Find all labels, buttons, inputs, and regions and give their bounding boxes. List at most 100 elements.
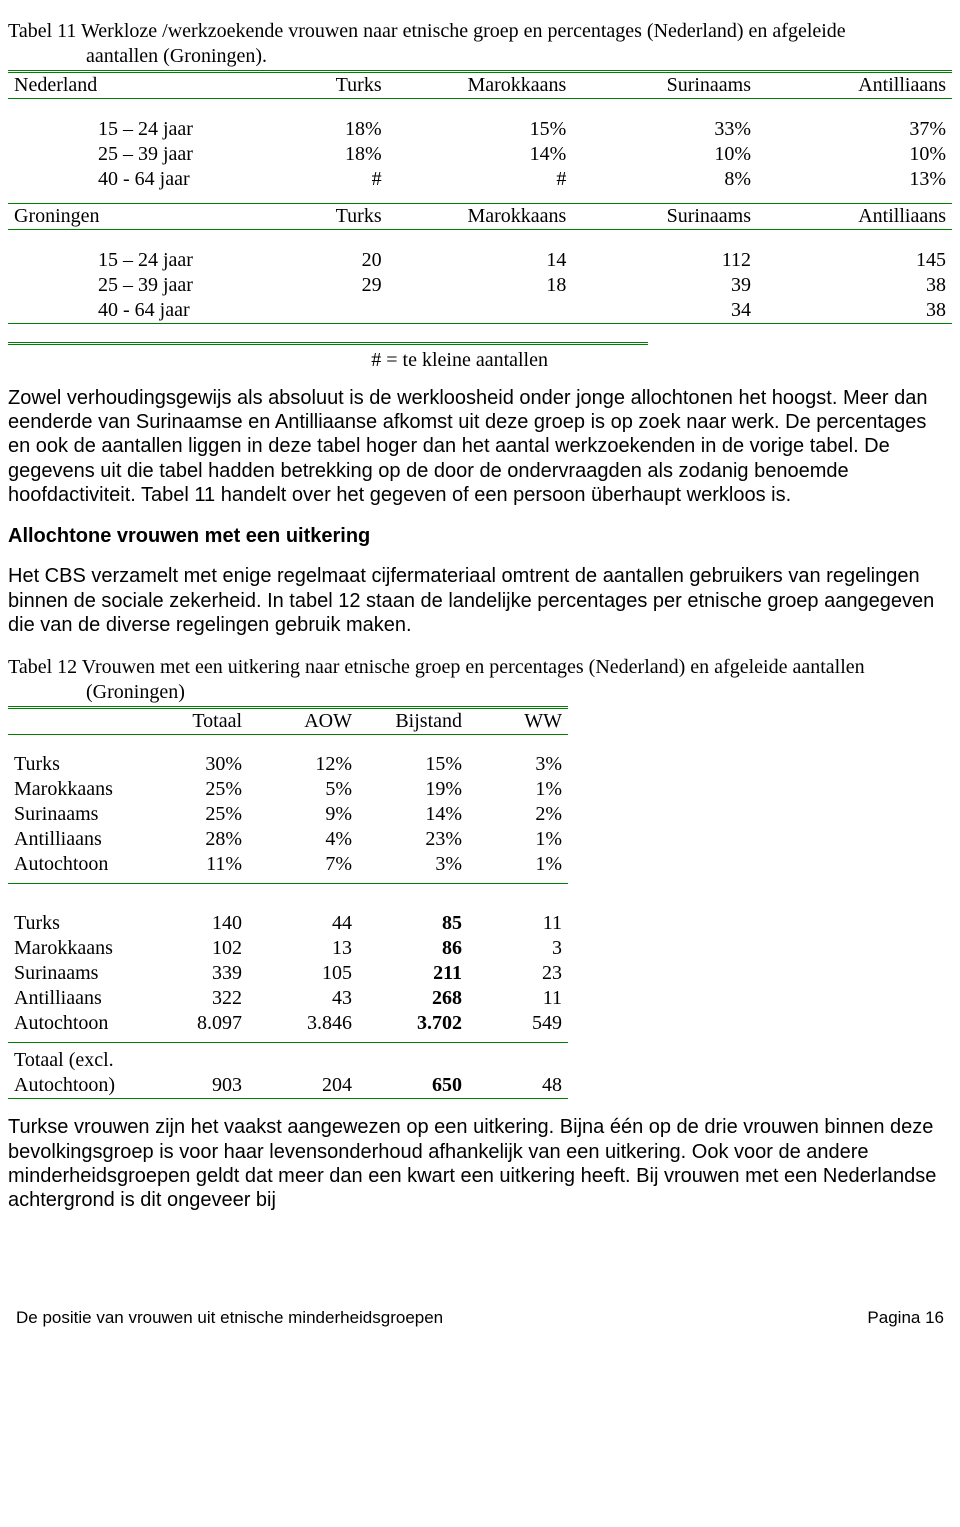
table11: Nederland Turks Marokkaans Surinaams Ant… xyxy=(8,70,952,324)
table-cell: Turks xyxy=(8,752,148,777)
table-cell: Autochtoon xyxy=(8,1011,148,1036)
table-cell: Surinaams xyxy=(8,802,148,827)
table12-caption-line2: (Groningen) xyxy=(86,681,952,704)
table-cell: 8.097 xyxy=(148,1011,248,1036)
table-cell: 43 xyxy=(248,986,358,1011)
t12-total-row: Autochtoon) 903 204 650 48 xyxy=(8,1073,568,1099)
table-cell: 39 xyxy=(572,273,757,298)
table-cell: 211 xyxy=(358,961,468,986)
table-cell: 14 xyxy=(388,248,573,273)
t12-total-label1: Totaal (excl. xyxy=(8,1048,568,1073)
table-cell: 10% xyxy=(757,142,952,167)
table-row: Autochtoon8.0973.8463.702549 xyxy=(8,1011,568,1036)
table-cell: 145 xyxy=(757,248,952,273)
t12-h-aow: AOW xyxy=(248,707,358,734)
table-cell: Surinaams xyxy=(572,204,757,230)
table-cell: 7% xyxy=(248,852,358,877)
table-cell: Totaal (excl. xyxy=(8,1048,568,1073)
table-cell: 28% xyxy=(148,827,248,852)
table-cell: 268 xyxy=(358,986,468,1011)
table-cell: # xyxy=(388,167,573,192)
table-cell: Autochtoon xyxy=(8,852,148,877)
t11-b1-row0: 15 – 24 jaar 18% 15% 33% 37% xyxy=(8,117,952,142)
table-cell: 37% xyxy=(757,117,952,142)
table-cell: 15% xyxy=(358,752,468,777)
t11-h-turks: Turks xyxy=(244,72,388,99)
table-row: Turks30%12%15%3% xyxy=(8,752,568,777)
table-cell: 18% xyxy=(244,117,388,142)
paragraph-1: Zowel verhoudingsgewijs als absoluut is … xyxy=(8,386,952,508)
paragraph-3: Turkse vrouwen zijn het vaakst aangeweze… xyxy=(8,1115,952,1213)
table-row: Autochtoon11%7%3%1% xyxy=(8,852,568,877)
table-cell: 1% xyxy=(468,777,568,802)
paragraph-2: Het CBS verzamelt met enige regelmaat ci… xyxy=(8,564,952,637)
table-cell: 3% xyxy=(468,752,568,777)
table-cell: Antilliaans xyxy=(757,204,952,230)
table-cell: Marokkaans xyxy=(8,777,148,802)
table-row: Surinaams25%9%14%2% xyxy=(8,802,568,827)
table11-caption-line1: Tabel 11 Werkloze /werkzoekende vrouwen … xyxy=(8,20,952,43)
table-cell: 38 xyxy=(757,298,952,324)
table-row: Marokkaans25%5%19%1% xyxy=(8,777,568,802)
table11-caption-line2: aantallen (Groningen). xyxy=(86,45,952,68)
table-cell: 34 xyxy=(572,298,757,324)
t11-b2-row2: 40 - 64 jaar 34 38 xyxy=(8,298,952,324)
table-cell: 85 xyxy=(358,911,468,936)
table-cell xyxy=(244,298,388,324)
table-cell: 13 xyxy=(248,936,358,961)
table-cell: 33% xyxy=(572,117,757,142)
table-cell: 25 – 39 jaar xyxy=(8,273,244,298)
table-cell xyxy=(388,298,573,324)
table-cell: 204 xyxy=(248,1073,358,1099)
t12-h-totaal: Totaal xyxy=(148,707,248,734)
table-cell: Antilliaans xyxy=(8,986,148,1011)
table-cell: 14% xyxy=(358,802,468,827)
table-cell: 11 xyxy=(468,911,568,936)
table-cell: 12% xyxy=(248,752,358,777)
table-cell: 1% xyxy=(468,852,568,877)
table-cell: 11 xyxy=(468,986,568,1011)
table-cell: Antilliaans xyxy=(8,827,148,852)
table-cell: 25 – 39 jaar xyxy=(8,142,244,167)
table-cell: 3.846 xyxy=(248,1011,358,1036)
table-cell: 9% xyxy=(248,802,358,827)
table-cell: 10% xyxy=(572,142,757,167)
table-cell: 549 xyxy=(468,1011,568,1036)
table-cell: 86 xyxy=(358,936,468,961)
table-cell: 3% xyxy=(358,852,468,877)
table-cell: # xyxy=(244,167,388,192)
table-row: Antilliaans3224326811 xyxy=(8,986,568,1011)
t11-h-antilliaans: Antilliaans xyxy=(757,72,952,99)
table-cell: 14% xyxy=(388,142,573,167)
table-cell: 2% xyxy=(468,802,568,827)
table-cell: 102 xyxy=(148,936,248,961)
table-cell: Turks xyxy=(244,204,388,230)
table-cell: 48 xyxy=(468,1073,568,1099)
table12-caption-line1: Tabel 12 Vrouwen met een uitkering naar … xyxy=(8,656,952,679)
table-cell: 650 xyxy=(358,1073,468,1099)
table-cell: 44 xyxy=(248,911,358,936)
table12: Totaal AOW Bijstand WW Turks30%12%15%3% … xyxy=(8,706,568,1100)
table-cell: 25% xyxy=(148,777,248,802)
t11-b2-row1: 25 – 39 jaar 29 18 39 38 xyxy=(8,273,952,298)
table-cell: Marokkaans xyxy=(388,204,573,230)
table-cell: 3.702 xyxy=(358,1011,468,1036)
table-cell: 20 xyxy=(244,248,388,273)
table-cell: 40 - 64 jaar xyxy=(8,298,244,324)
table-cell: 5% xyxy=(248,777,358,802)
table-cell: 18 xyxy=(388,273,573,298)
table-cell: 3 xyxy=(468,936,568,961)
t11-h-marokkaans: Marokkaans xyxy=(388,72,573,99)
t11-note: # = te kleine aantallen xyxy=(8,349,648,372)
table-cell: Marokkaans xyxy=(8,936,148,961)
table-row: Antilliaans28%4%23%1% xyxy=(8,827,568,852)
t11-b2-row0: 15 – 24 jaar 20 14 112 145 xyxy=(8,248,952,273)
table-cell: 1% xyxy=(468,827,568,852)
table-cell: 25% xyxy=(148,802,248,827)
footer-right: Pagina 16 xyxy=(867,1308,944,1328)
table-cell: 15 – 24 jaar xyxy=(8,248,244,273)
t11-h-surinaams: Surinaams xyxy=(572,72,757,99)
t11-bottom-rule xyxy=(8,342,648,345)
table-cell: Autochtoon) xyxy=(8,1073,148,1099)
table-cell: Surinaams xyxy=(8,961,148,986)
